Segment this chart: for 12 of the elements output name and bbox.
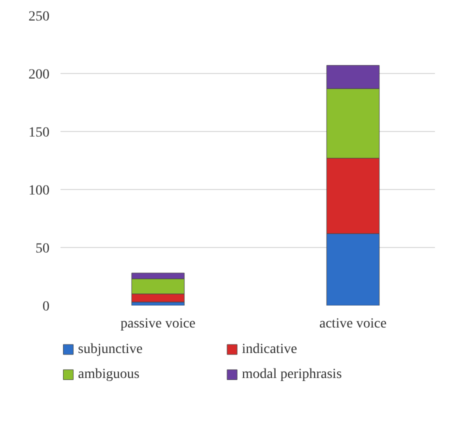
- y-tick-label: 50: [36, 242, 50, 256]
- x-tick-label: active voice: [319, 316, 387, 332]
- x-tick-label: passive voice: [120, 316, 196, 332]
- legend-label: ambiguous: [78, 367, 140, 382]
- y-tick-label: 100: [28, 184, 50, 198]
- legend-label: modal periphrasis: [242, 367, 342, 382]
- legend-label: indicative: [242, 342, 298, 357]
- legend-label: subjunctive: [78, 342, 143, 357]
- y-tick-label: 150: [28, 126, 50, 140]
- y-tick-label: 250: [28, 10, 50, 24]
- y-tick-label: 200: [28, 68, 50, 82]
- y-tick-label: 0: [42, 300, 50, 314]
